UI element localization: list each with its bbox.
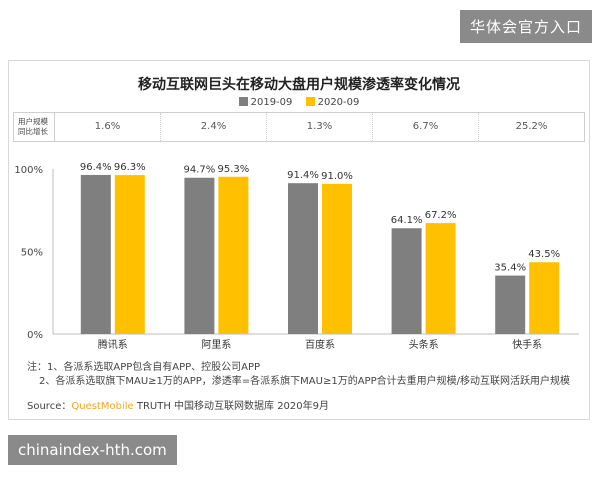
- legend: 2019-09 2020-09: [9, 97, 589, 108]
- bar-2020-09: [529, 262, 560, 334]
- bar-value-label: 96.4%: [80, 162, 112, 173]
- legend-label-2019: 2019-09: [250, 97, 293, 108]
- source-rest: TRUTH 中国移动互联网数据库 2020年9月: [133, 401, 330, 412]
- source-prefix: Source：: [27, 401, 72, 412]
- note-line-2: 2、各派系选取旗下MAU≥1万的APP，渗透率=各派系旗下MAU≥1万的APP合…: [39, 376, 570, 387]
- growth-row-label: 用户规模 同比增长: [14, 113, 55, 141]
- bar-value-label: 95.3%: [218, 164, 250, 175]
- bar-2020-09: [114, 175, 145, 334]
- legend-item-2020: 2020-09: [305, 97, 360, 108]
- bar-2019-09: [495, 275, 526, 334]
- bar-value-label: 64.1%: [391, 215, 423, 226]
- chart-notes: 注：1、各派系选取APP包含自有APP、控股公司APP 2、各派系选取旗下MAU…: [27, 361, 570, 389]
- bar-value-label: 94.7%: [184, 165, 216, 176]
- bar-value-label: 96.3%: [114, 162, 146, 173]
- bar-value-label: 35.4%: [494, 263, 526, 274]
- category-label: 百度系: [305, 338, 335, 351]
- site-badge[interactable]: 华体会官方入口: [459, 10, 592, 43]
- bar-value-label: 67.2%: [425, 210, 457, 221]
- category-label: 腾讯系: [98, 338, 128, 351]
- bar-2020-09: [218, 176, 249, 334]
- chart-card: 移动互联网巨头在移动大盘用户规模渗透率变化情况 2019-09 2020-09 …: [8, 60, 590, 420]
- growth-label-line1: 用户规模: [18, 117, 48, 126]
- growth-cell-kuaishou: 25.2%: [515, 121, 548, 132]
- bar-2020-09: [322, 183, 352, 334]
- bar-2019-09: [80, 174, 111, 334]
- category-label: 阿里系: [201, 339, 231, 351]
- y-tick-label: 50%: [21, 248, 43, 259]
- bar-2019-09: [184, 177, 215, 334]
- note-line-1: 注：1、各派系选取APP包含自有APP、控股公司APP: [27, 362, 261, 373]
- growth-cell-tencent: 1.6%: [55, 113, 161, 141]
- legend-label-2020: 2020-09: [317, 97, 360, 108]
- legend-swatch-2019: [238, 97, 248, 106]
- category-label: 头条系: [409, 338, 439, 351]
- growth-cell-baidu: 1.3%: [267, 113, 373, 141]
- source-line: Source：QuestMobile TRUTH 中国移动互联网数据库 2020…: [27, 397, 329, 412]
- bar-value-label: 91.0%: [321, 171, 353, 182]
- category-label: 快手系: [512, 338, 542, 351]
- growth-label-line2: 同比增长: [18, 127, 48, 136]
- bar-chart: 0% 50% 100% 96.4% 96.3% 腾讯系 94.7% 95.3% 阿里系 91.4%…: [14, 162, 579, 351]
- legend-item-2019: 2019-09: [238, 97, 293, 108]
- y-tick-label: 100%: [14, 165, 43, 176]
- bar-2019-09: [288, 183, 318, 334]
- legend-swatch-2020: [305, 97, 315, 106]
- source-brand: QuestMobile: [71, 401, 134, 412]
- growth-row: 用户规模 同比增长 1.6% 2.4% 1.3% 6.7% 25.2%: [13, 112, 585, 142]
- bar-value-label: 91.4%: [287, 170, 319, 181]
- growth-cell-toutiao: 6.7%: [373, 113, 479, 141]
- y-tick-label: 0%: [27, 330, 43, 341]
- chart-title: 移动互联网巨头在移动大盘用户规模渗透率变化情况: [138, 77, 460, 93]
- bar-2020-09: [425, 223, 456, 334]
- bar-2019-09: [391, 228, 422, 334]
- bar-value-label: 43.5%: [528, 249, 560, 260]
- domain-badge[interactable]: chinaindex-hth.com: [8, 435, 177, 465]
- growth-cell-alibaba: 2.4%: [161, 113, 267, 141]
